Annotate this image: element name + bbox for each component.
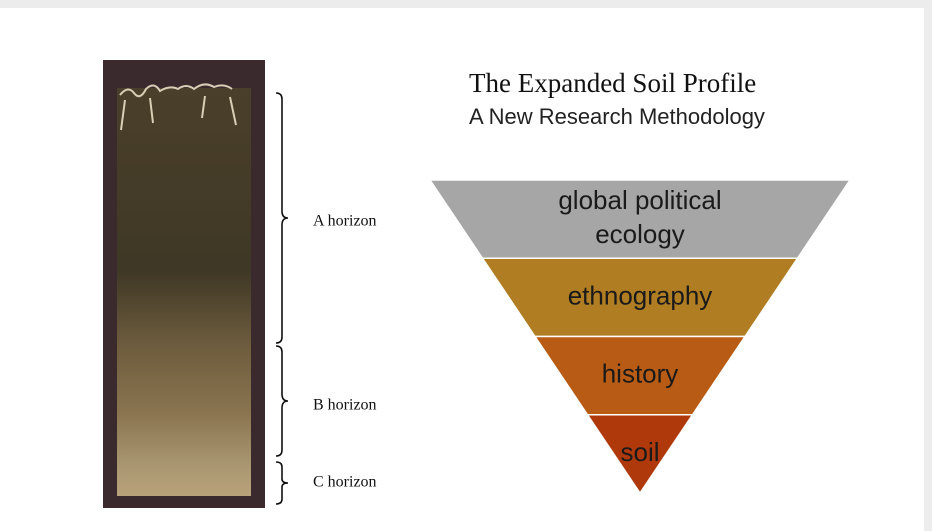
pyramid-label: soil [620,437,659,467]
pyramid-label: ethnography [568,280,713,310]
horizon-label: A horizon [313,213,377,230]
slide: A horizon B horizon C horizon The Expand… [0,0,932,531]
horizon-label: C horizon [313,474,377,491]
pyramid-label: global political [558,185,721,215]
subtitle: A New Research Methodology [469,104,765,129]
horizon-label: B horizon [313,397,377,414]
title: The Expanded Soil Profile [469,68,756,98]
pyramid-label: history [602,359,679,389]
pyramid-label: ecology [595,219,685,249]
soil-monolith [103,60,265,508]
